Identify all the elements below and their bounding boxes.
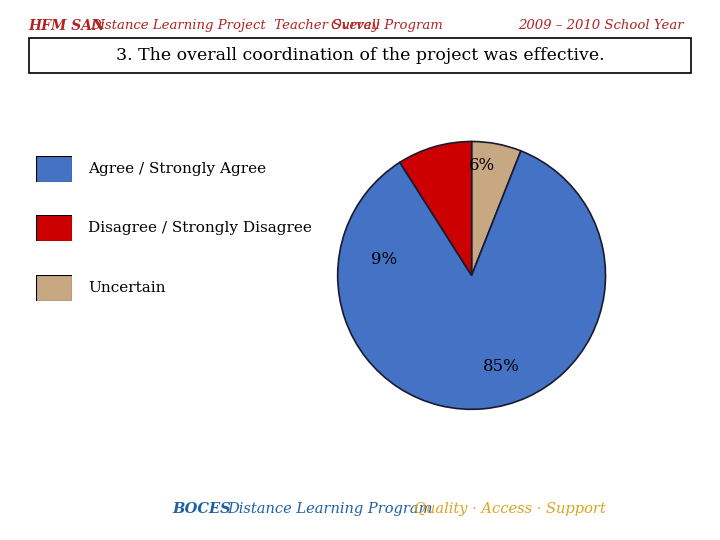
Text: BOCES: BOCES [173,502,232,516]
Text: Agree / Strongly Agree: Agree / Strongly Agree [88,162,266,176]
Text: Distance Learning Project  Teacher Survey: Distance Learning Project Teacher Survey [90,19,379,32]
Text: Distance Learning Program: Distance Learning Program [227,502,432,516]
Wedge shape [472,141,521,275]
Text: HFM SAN: HFM SAN [29,19,105,33]
Wedge shape [400,141,472,275]
Text: Uncertain: Uncertain [88,281,166,295]
Text: 6%: 6% [469,157,495,174]
Text: 85%: 85% [482,358,519,375]
Text: 9%: 9% [372,251,397,268]
Text: 2009 – 2010 School Year: 2009 – 2010 School Year [518,19,684,32]
Wedge shape [338,151,606,409]
FancyBboxPatch shape [29,38,691,73]
Text: Overall Program: Overall Program [331,19,443,32]
Text: 3. The overall coordination of the project was effective.: 3. The overall coordination of the proje… [116,47,604,64]
Text: Quality · Access · Support: Quality · Access · Support [414,502,606,516]
Text: Disagree / Strongly Disagree: Disagree / Strongly Disagree [88,221,312,235]
